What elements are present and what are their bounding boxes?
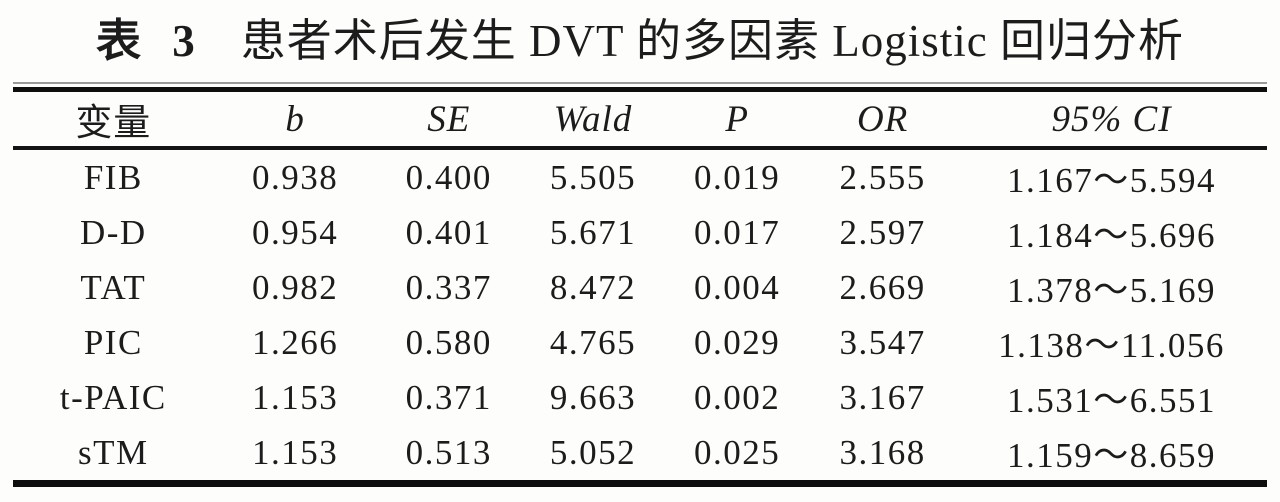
cell-wald: 5.052	[549, 432, 637, 472]
cell-p: 0.017	[694, 212, 781, 252]
top-rule	[13, 87, 1267, 92]
table-row: TAT 0.982 0.337 8.472 0.004 2.669 1.378～…	[13, 260, 1267, 315]
table-header: 变量 b SE Wald P OR 95% CI	[13, 92, 1267, 148]
col-header-or: OR	[856, 98, 909, 140]
cell-b: 0.938	[252, 157, 339, 197]
cell-b: 1.153	[252, 377, 339, 417]
cell-ci: 1.531～6.551	[1006, 381, 1216, 420]
cell-variable: t-PAIC	[59, 377, 167, 417]
table-row: t-PAIC 1.153 0.371 9.663 0.002 3.167 1.5…	[13, 370, 1267, 425]
col-header-ci: 95% CI	[1051, 98, 1172, 140]
cell-variable: PIC	[83, 322, 143, 362]
table-number: 表 3	[96, 16, 205, 66]
cell-variable: D-D	[79, 212, 147, 252]
col-header-se: SE	[427, 98, 471, 140]
cell-variable: TAT	[80, 267, 147, 307]
cell-or: 2.597	[839, 212, 926, 252]
cell-wald: 4.765	[549, 322, 637, 362]
cell-wald: 9.663	[549, 377, 637, 417]
cell-b: 1.266	[252, 322, 339, 362]
cell-ci: 1.159～8.659	[1006, 436, 1216, 475]
col-header-p: P	[725, 98, 749, 140]
cell-or: 2.669	[839, 267, 926, 307]
table-row: D-D 0.954 0.401 5.671 0.017 2.597 1.184～…	[13, 205, 1267, 260]
table-caption: 表 3 患者术后发生 DVT 的多因素 Logistic 回归分析	[0, 0, 1280, 82]
cell-or: 3.168	[839, 432, 926, 472]
top-rule-echo	[13, 82, 1267, 84]
cell-variable: sTM	[78, 432, 149, 472]
cell-se: 0.580	[405, 322, 492, 362]
cell-p: 0.025	[694, 432, 781, 472]
cell-wald: 5.671	[549, 212, 637, 252]
cell-b: 0.954	[252, 212, 339, 252]
table-row: FIB 0.938 0.400 5.505 0.019 2.555 1.167～…	[13, 148, 1267, 205]
col-header-variable: 变量	[75, 103, 152, 144]
table-title-text: 患者术后发生 DVT 的多因素 Logistic 回归分析	[240, 16, 1184, 66]
col-header-wald: Wald	[553, 98, 633, 140]
header-row: 变量 b SE Wald P OR 95% CI	[13, 92, 1267, 148]
cell-se: 0.337	[405, 267, 492, 307]
cell-wald: 8.472	[549, 267, 637, 307]
cell-p: 0.002	[694, 377, 781, 417]
cell-b: 1.153	[252, 432, 339, 472]
cell-variable: FIB	[83, 157, 143, 197]
cell-ci: 1.167～5.594	[1006, 161, 1216, 200]
cell-se: 0.513	[405, 432, 492, 472]
cell-b: 0.982	[252, 267, 339, 307]
cell-or: 3.547	[839, 322, 926, 362]
cell-ci: 1.138～11.056	[998, 326, 1225, 365]
cell-wald: 5.505	[549, 157, 637, 197]
cell-se: 0.400	[405, 157, 492, 197]
three-line-table: 变量 b SE Wald P OR 95% CI FIB 0.938 0.400…	[13, 82, 1267, 487]
col-header-b: b	[285, 98, 305, 140]
table-row: sTM 1.153 0.513 5.052 0.025 3.168 1.159～…	[13, 425, 1267, 484]
cell-or: 3.167	[839, 377, 926, 417]
table-body: FIB 0.938 0.400 5.505 0.019 2.555 1.167～…	[13, 148, 1267, 484]
logistic-regression-table: 变量 b SE Wald P OR 95% CI FIB 0.938 0.400…	[13, 92, 1267, 487]
cell-p: 0.019	[694, 157, 781, 197]
cell-se: 0.401	[405, 212, 492, 252]
cell-or: 2.555	[839, 157, 926, 197]
cell-ci: 1.378～5.169	[1006, 271, 1216, 310]
cell-p: 0.004	[694, 267, 781, 307]
cell-p: 0.029	[694, 322, 781, 362]
table-row: PIC 1.266 0.580 4.765 0.029 3.547 1.138～…	[13, 315, 1267, 370]
cell-se: 0.371	[405, 377, 492, 417]
cell-ci: 1.184～5.696	[1006, 216, 1216, 255]
